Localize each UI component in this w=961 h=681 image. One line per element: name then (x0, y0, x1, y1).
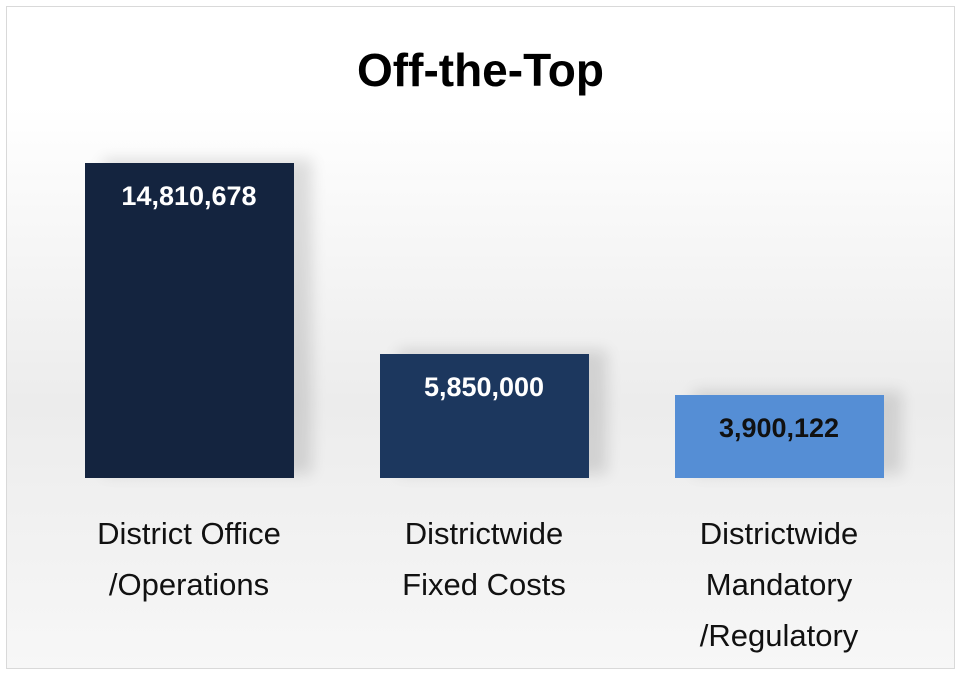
chart: Off-the-Top 14,810,678 District Office /O… (6, 6, 955, 669)
x-tick-label: Districtwide Fixed Costs (402, 516, 566, 602)
bar (379, 353, 589, 478)
data-label: 14,810,678 (121, 181, 257, 211)
page: Off-the-Top 14,810,678 District Office /O… (0, 6, 961, 681)
x-tick-label: District Office /Operations (97, 516, 281, 602)
data-label: 3,900,122 (718, 413, 840, 444)
bar (84, 163, 294, 478)
bar (674, 395, 884, 478)
x-tick-label: Districtwide Mandatory /Regulatory (699, 516, 859, 653)
data-label: 5,850,000 (423, 371, 545, 402)
chart-title: Off-the-Top (357, 44, 604, 96)
